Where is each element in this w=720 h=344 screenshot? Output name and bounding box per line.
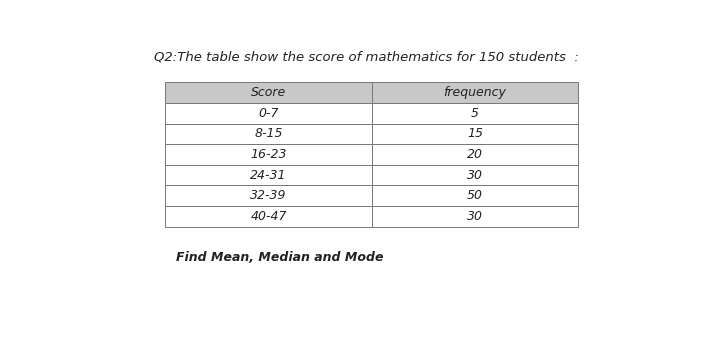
Text: 40-47: 40-47 [251, 210, 287, 223]
Text: Find Mean, Median and Mode: Find Mean, Median and Mode [176, 250, 384, 264]
Text: 16-23: 16-23 [251, 148, 287, 161]
Bar [166, 185, 372, 206]
Bar [166, 206, 372, 227]
Bar [372, 206, 578, 227]
Text: 8-15: 8-15 [254, 127, 283, 140]
Text: 15: 15 [467, 127, 483, 140]
Text: frequency: frequency [444, 86, 506, 99]
Bar [372, 103, 578, 123]
Text: Score: Score [251, 86, 286, 99]
Bar [372, 144, 578, 165]
Bar [166, 103, 372, 123]
Bar [166, 144, 372, 165]
Bar [166, 123, 372, 144]
Text: 32-39: 32-39 [251, 189, 287, 202]
Text: 0-7: 0-7 [258, 107, 279, 120]
Text: 50: 50 [467, 189, 483, 202]
Text: 20: 20 [467, 148, 483, 161]
Bar [372, 82, 578, 103]
Bar [372, 185, 578, 206]
Bar [166, 82, 372, 103]
Text: 30: 30 [467, 210, 483, 223]
Bar [372, 123, 578, 144]
Text: 5: 5 [471, 107, 479, 120]
Text: 24-31: 24-31 [251, 169, 287, 182]
Bar [372, 165, 578, 185]
Text: 30: 30 [467, 169, 483, 182]
Text: Q2:The table show the score of mathematics for 150 students  :: Q2:The table show the score of mathemati… [154, 51, 579, 64]
Bar [166, 165, 372, 185]
